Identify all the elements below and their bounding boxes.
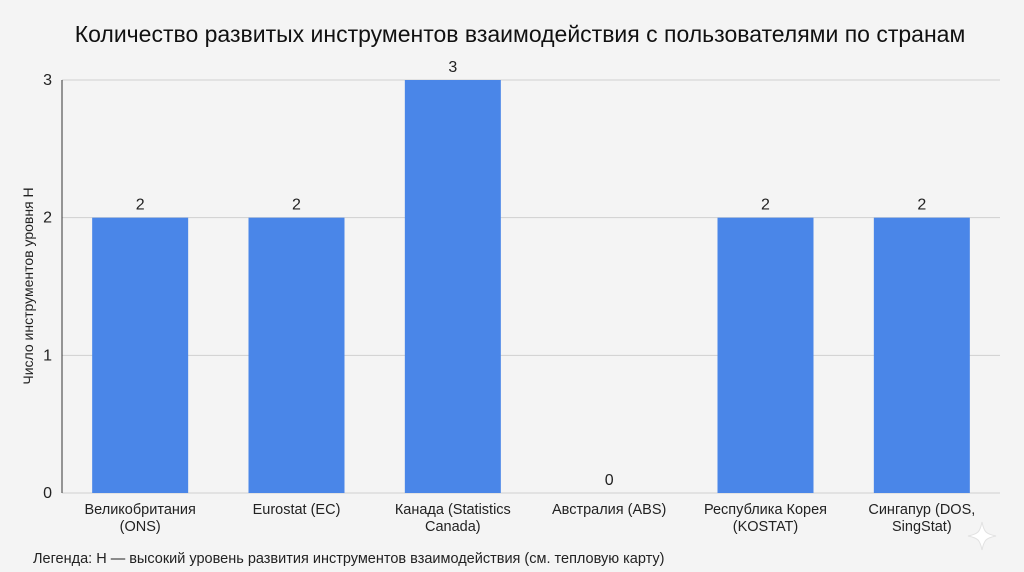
- category-label: Eurostat (EC): [253, 502, 341, 518]
- y-tick-labels: 0 1 2 3: [43, 72, 52, 502]
- bar: [92, 217, 189, 493]
- category-label-line: SingStat): [892, 519, 952, 535]
- category-label-line: Канада (Statistics: [395, 502, 511, 518]
- y-tick-label: 1: [43, 347, 52, 364]
- data-labels: 2 2 3 0 2 2: [136, 59, 927, 489]
- y-tick-label: 3: [43, 72, 52, 89]
- data-label: 2: [136, 197, 145, 214]
- legend-note: Легенда: H — высокий уровень развития ин…: [33, 551, 665, 567]
- y-tick-label: 0: [43, 485, 52, 502]
- category-label: Канада (Statistics Canada): [395, 502, 511, 535]
- bar: [873, 217, 970, 493]
- category-label: Великобритания (ONS): [84, 502, 195, 535]
- category-label-line: (KOSTAT): [733, 519, 799, 535]
- category-label-line: Республика Корея: [704, 502, 827, 518]
- category-label-line: Сингапур (DOS,: [868, 502, 975, 518]
- data-label: 3: [448, 59, 457, 76]
- gridlines: [62, 79, 1000, 494]
- bars: [92, 80, 970, 493]
- category-label-line: Великобритания: [84, 502, 195, 518]
- y-tick-label: 2: [43, 210, 52, 227]
- data-label: 2: [761, 197, 770, 214]
- category-label: Сингапур (DOS, SingStat): [868, 502, 975, 535]
- category-label: Республика Корея (KOSTAT): [704, 502, 827, 535]
- bar: [248, 217, 345, 493]
- data-label: 2: [292, 197, 301, 214]
- category-label-line: Canada): [425, 519, 481, 535]
- data-label: 0: [605, 472, 614, 489]
- category-label-line: Eurostat (EC): [253, 502, 341, 518]
- category-label-line: Австралия (ABS): [552, 502, 666, 518]
- bar: [717, 217, 814, 493]
- chart-title: Количество развитых инструментов взаимод…: [75, 21, 966, 47]
- category-label: Австралия (ABS): [552, 502, 666, 518]
- category-label-line: (ONS): [120, 519, 161, 535]
- data-label: 2: [917, 197, 926, 214]
- sparkle-icon: [967, 521, 997, 551]
- y-axis-label: Число инструментов уровня H: [20, 187, 36, 384]
- bar: [404, 80, 501, 493]
- category-labels: Великобритания (ONS) Eurostat (EC) Канада (…: [84, 502, 975, 535]
